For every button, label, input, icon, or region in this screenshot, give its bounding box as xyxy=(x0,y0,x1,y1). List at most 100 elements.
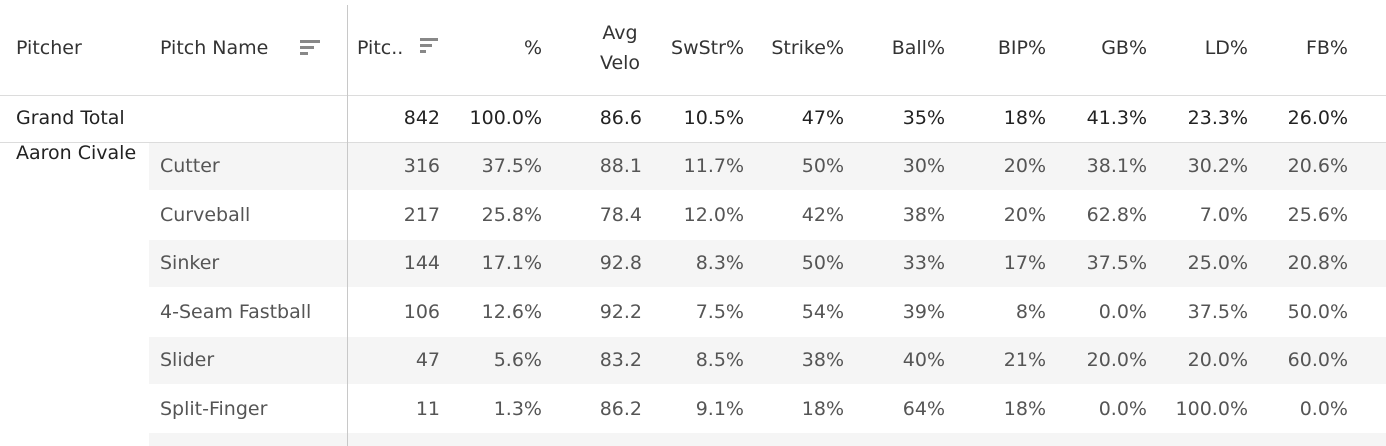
cell-bip: 18% xyxy=(1003,397,1046,420)
column-divider xyxy=(347,5,348,446)
cell-swstr: 8.5% xyxy=(695,349,744,371)
cell-pitch-name: Slider xyxy=(160,349,215,371)
pitcher-name: Aaron Civale xyxy=(16,142,137,164)
header-pct[interactable]: % xyxy=(523,37,542,59)
cell-fb: 60.0% xyxy=(1287,349,1348,371)
cell-pitch-name: 4-Seam Fastball xyxy=(160,300,312,323)
cell-ball: 35% xyxy=(902,107,945,129)
cell-ball: 33% xyxy=(902,252,945,274)
header-pitch-name[interactable]: Pitch Name xyxy=(160,37,269,59)
cell-bip: 18% xyxy=(1003,107,1046,129)
header-ld[interactable]: LD% xyxy=(1204,37,1248,59)
cell-gb: 37.5% xyxy=(1086,252,1147,274)
cell-ball: 64% xyxy=(902,397,945,420)
cell-fb: 26.0% xyxy=(1287,107,1348,129)
cell-strike: 50% xyxy=(801,155,844,177)
header-fb[interactable]: FB% xyxy=(1305,37,1348,59)
cell-swstr: 7.5% xyxy=(695,300,744,323)
table-row[interactable]: Slider 47 5.6% 83.2 8.5% 38% 40% 21% 20.0% 20.0% 6… xyxy=(0,337,1386,384)
table-header: Pitcher Pitch Name Pitc.. % Avg Velo SwS… xyxy=(0,0,1386,96)
cell-ball: 38% xyxy=(902,203,945,226)
cell-fb: 25.6% xyxy=(1287,203,1348,226)
sort-descending-icon[interactable] xyxy=(300,40,320,56)
row-band xyxy=(149,337,1386,384)
cell-velo: 86.2 xyxy=(599,397,642,420)
cell-gb: 41.3% xyxy=(1086,107,1147,129)
header-gb[interactable]: GB% xyxy=(1101,37,1147,59)
cell-velo: 78.4 xyxy=(599,203,642,226)
table-row[interactable]: Split-Finger 11 1.3% 86.2 9.1% 18% 64% 18% 0.0% 1… xyxy=(0,386,1386,433)
cell-swstr: 11.7% xyxy=(683,155,744,177)
cell-fb: 0.0% xyxy=(1299,397,1348,420)
cell-ld: 37.5% xyxy=(1187,300,1248,323)
cell-velo: 86.6 xyxy=(599,107,642,129)
cell-pitch-name: Cutter xyxy=(160,155,220,177)
cell-pct: 12.6% xyxy=(481,300,542,323)
grand-total-row: Grand Total 842 100.0% 86.6 10.5% 47% 35… xyxy=(0,95,1386,143)
cell-fb: 20.8% xyxy=(1287,252,1348,274)
cell-pitches: 144 xyxy=(403,252,440,274)
cell-pct: 100.0% xyxy=(469,107,542,129)
cell-pct: 25.8% xyxy=(481,203,542,226)
cell-strike: 18% xyxy=(801,397,844,420)
cell-bip: 20% xyxy=(1003,155,1046,177)
cell-bip: 8% xyxy=(1015,300,1046,323)
cell-ld: 100.0% xyxy=(1175,397,1248,420)
header-avg-velo-line2[interactable]: Velo xyxy=(599,52,641,74)
cell-bip: 17% xyxy=(1003,252,1046,274)
cell-ld: 30.2% xyxy=(1187,155,1248,177)
header-avg-velo-line1[interactable]: Avg xyxy=(602,22,638,44)
row-band xyxy=(149,240,1386,287)
cell-fb: 50.0% xyxy=(1287,300,1348,323)
table-row[interactable]: Cutter 316 37.5% 88.1 11.7% 50% 30% 20% 38.1% 30.… xyxy=(0,143,1386,190)
cell-gb: 38.1% xyxy=(1086,155,1147,177)
cell-ld: 20.0% xyxy=(1187,349,1248,371)
sort-descending-icon[interactable] xyxy=(420,38,440,54)
cell-pitches: 217 xyxy=(403,203,440,226)
cell-gb: 0.0% xyxy=(1098,300,1147,323)
cell-velo: 92.2 xyxy=(599,300,642,323)
cell-ball: 30% xyxy=(902,155,945,177)
cell-velo: 83.2 xyxy=(599,349,642,371)
cell-swstr: 10.5% xyxy=(683,107,744,129)
cell-pct: 17.1% xyxy=(481,252,542,274)
cell-pitches: 842 xyxy=(403,107,440,129)
cell-velo: 92.8 xyxy=(599,252,642,274)
cell-gb: 0.0% xyxy=(1098,397,1147,420)
cell-pitches: 47 xyxy=(415,349,440,371)
cell-gb: 20.0% xyxy=(1086,349,1147,371)
header-swstr[interactable]: SwStr% xyxy=(671,37,744,59)
header-bip[interactable]: BIP% xyxy=(997,37,1046,59)
cell-ld: 23.3% xyxy=(1187,107,1248,129)
cell-bip: 20% xyxy=(1003,203,1046,226)
cell-strike: 38% xyxy=(801,349,844,371)
cell-pitch-name: Sinker xyxy=(160,252,220,274)
cell-pitch-name: Curveball xyxy=(160,203,251,226)
cell-strike: 42% xyxy=(801,203,844,226)
header-pitcher[interactable]: Pitcher xyxy=(16,37,82,59)
cell-pct: 1.3% xyxy=(493,397,542,420)
table-row[interactable]: Sinker 144 17.1% 92.8 8.3% 50% 33% 17% 37.5% 25.0… xyxy=(0,240,1386,287)
cell-swstr: 8.3% xyxy=(695,252,744,274)
cell-ld: 7.0% xyxy=(1199,203,1248,226)
header-pitches[interactable]: Pitc.. xyxy=(357,37,404,59)
header-ball[interactable]: Ball% xyxy=(891,37,945,59)
table-row[interactable]: Curveball 217 25.8% 78.4 12.0% 42% 38% 20% 62.8%… xyxy=(0,192,1386,239)
header-strike[interactable]: Strike% xyxy=(771,37,844,59)
cell-pct: 5.6% xyxy=(493,349,542,371)
cell-gb: 62.8% xyxy=(1086,203,1147,226)
cell-ball: 39% xyxy=(902,300,945,323)
cell-swstr: 12.0% xyxy=(683,203,744,226)
row-band xyxy=(149,143,1386,190)
table-row[interactable]: 4-Seam Fastball 106 12.6% 92.2 7.5% 54% 39% 8% 0… xyxy=(0,289,1386,336)
cell-strike: 54% xyxy=(801,300,844,323)
cell-fb: 20.6% xyxy=(1287,155,1348,177)
cell-pitches: 316 xyxy=(403,155,440,177)
table-row-partial xyxy=(149,433,1386,446)
cell-ball: 40% xyxy=(902,349,945,371)
cell-swstr: 9.1% xyxy=(695,397,744,420)
cell-pitches: 11 xyxy=(415,397,440,420)
cell-ld: 25.0% xyxy=(1187,252,1248,274)
cell-bip: 21% xyxy=(1003,349,1046,371)
